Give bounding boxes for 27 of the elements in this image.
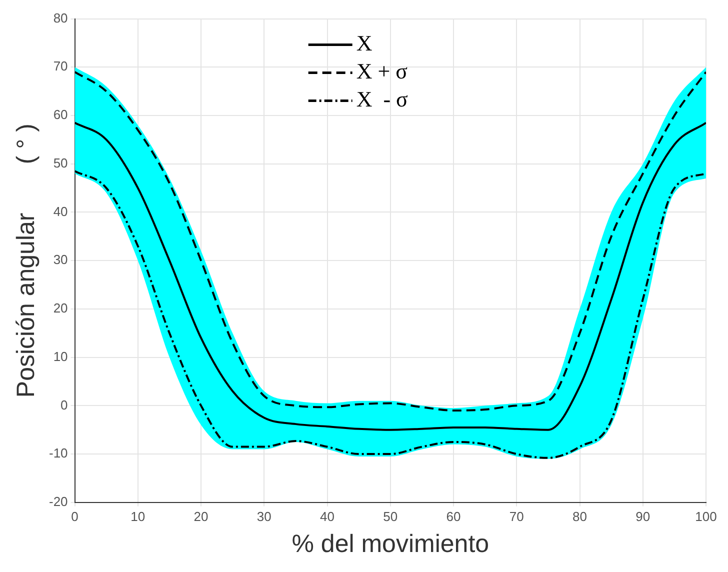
x-tick-label: 60 (446, 508, 461, 524)
x-tick-label: 90 (636, 508, 650, 524)
legend-label: X (356, 30, 372, 56)
x-tick-label: 10 (130, 508, 146, 524)
y-axis-title: Posición angular ( ° ) (12, 124, 40, 398)
legend-label: X - σ (356, 86, 408, 112)
x-tick-label: 100 (695, 508, 717, 524)
y-tick-label: 20 (53, 300, 68, 316)
y-tick-label: 10 (53, 348, 68, 364)
x-tick-label: 0 (71, 508, 78, 524)
y-tick-label: -10 (48, 446, 68, 461)
x-axis-title: % del movimiento (292, 530, 490, 558)
y-tick-label: 70 (53, 58, 68, 74)
x-tick-label: 50 (383, 508, 398, 524)
y-tick-label: 60 (53, 107, 68, 122)
y-tick-label: 30 (53, 252, 68, 268)
y-tick-label: 40 (53, 204, 68, 219)
y-tick-label: -20 (48, 494, 68, 509)
y-tick-label: 80 (53, 10, 68, 26)
y-tick-label: 0 (60, 397, 68, 412)
x-tick-label: 70 (509, 508, 524, 524)
y-tick-label: 50 (53, 155, 68, 170)
x-tick-label: 30 (256, 508, 272, 524)
x-tick-label: 80 (572, 508, 587, 524)
legend-label: X + σ (356, 58, 408, 84)
x-tick-label: 40 (320, 508, 335, 524)
x-tick-label: 20 (194, 508, 208, 524)
